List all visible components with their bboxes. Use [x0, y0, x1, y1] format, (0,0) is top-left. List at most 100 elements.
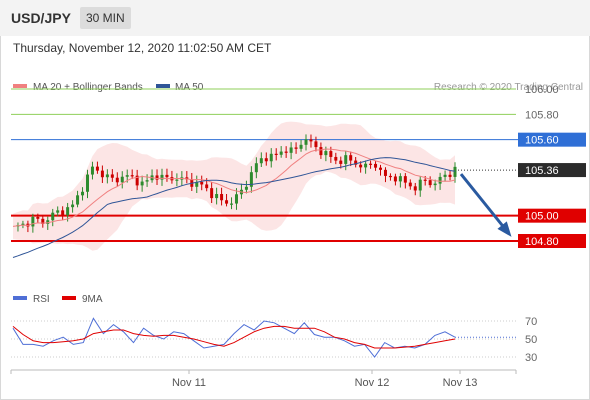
candle-body — [105, 174, 109, 178]
ma20-line — [12, 148, 456, 227]
candle-body — [135, 175, 139, 186]
candle-body — [339, 160, 343, 164]
candle-body — [230, 203, 234, 205]
candle-body — [443, 174, 447, 177]
level-tag-105-36 — [518, 163, 586, 178]
candle-body — [274, 153, 278, 155]
level-label-105-36: 105.36 — [525, 165, 559, 177]
candle-body — [76, 195, 80, 205]
candle-body — [234, 194, 238, 204]
candle-body — [289, 147, 293, 153]
candle-body — [428, 180, 432, 186]
level-label-106-00: 106.00 — [525, 84, 559, 96]
ma9-legend-swatch — [62, 296, 76, 300]
candle-body — [334, 156, 338, 161]
ma9-legend-label: 9MA — [82, 294, 103, 305]
candle-body — [364, 163, 368, 168]
ma50-legend-swatch — [156, 84, 170, 88]
candle-body — [314, 141, 318, 148]
ma20-legend-swatch — [13, 84, 27, 88]
candle-body — [264, 158, 268, 162]
credit-text: Research © 2020 Trading Central — [434, 82, 583, 93]
level-tag-105-00 — [518, 208, 586, 223]
candle-body — [254, 163, 258, 173]
candle-body — [81, 191, 85, 196]
timeframe-button[interactable]: 30 MIN — [80, 7, 131, 29]
candle-body — [175, 179, 179, 181]
rsi-legend-label: RSI — [33, 294, 50, 305]
candle-body — [61, 210, 65, 216]
candle-body — [125, 175, 129, 177]
candle-body — [398, 176, 402, 182]
candle-body — [329, 151, 333, 157]
candle-body — [100, 170, 104, 178]
candle-body — [453, 166, 457, 177]
candle-body — [369, 163, 373, 165]
candle-body — [185, 177, 189, 180]
rsi-tick-label-30: 30 — [525, 352, 537, 364]
bollinger-band-fill — [13, 121, 455, 251]
candle-body — [403, 176, 407, 183]
candle-body — [160, 174, 164, 180]
candle-body — [304, 139, 308, 145]
candle-body — [120, 176, 124, 183]
rsi-legend-swatch — [13, 296, 27, 300]
candle-body — [115, 177, 119, 183]
candle-body — [423, 179, 427, 181]
ma50-legend-label: MA 50 — [175, 82, 204, 93]
candle-body — [145, 180, 149, 182]
candle-body — [130, 175, 134, 177]
candle-body — [319, 147, 323, 156]
candle-body — [448, 174, 452, 177]
candle-body — [269, 153, 273, 162]
candle-body — [354, 160, 358, 165]
candle-body — [408, 182, 412, 187]
ma20-legend-label: MA 20 + Bollinger Bands — [33, 82, 143, 93]
candle-body — [309, 139, 313, 142]
candle-body — [90, 166, 94, 175]
x-tick-label: Nov 12 — [355, 377, 390, 389]
candle-body — [259, 158, 263, 164]
candle-body — [279, 151, 283, 155]
candle-body — [433, 183, 437, 186]
candle-body — [388, 175, 392, 178]
candle-body — [210, 188, 214, 199]
candle-body — [374, 163, 378, 168]
candle-body — [220, 194, 224, 201]
candle-body — [56, 210, 60, 213]
candle-body — [215, 194, 219, 199]
candle-body — [393, 176, 397, 182]
candle-body — [284, 151, 288, 153]
candle-body — [195, 181, 199, 187]
header-bar: USD/JPY 30 MIN — [0, 0, 590, 36]
candle-body — [200, 181, 204, 185]
candle-body — [205, 184, 209, 189]
candle-body — [244, 186, 248, 190]
candle-body — [359, 164, 363, 168]
candle-body — [418, 179, 422, 191]
candle-body — [155, 175, 159, 180]
level-tag-104-80 — [518, 234, 586, 248]
candle-body — [249, 172, 253, 187]
candle-body — [383, 169, 387, 176]
rsi-tick-label-70: 70 — [525, 316, 537, 328]
candle-body — [165, 174, 169, 178]
candle-body — [51, 212, 55, 221]
candle-body — [140, 181, 144, 186]
rsi-9ma-line — [12, 325, 456, 349]
candle-body — [110, 174, 114, 178]
x-tick-label: Nov 13 — [443, 377, 478, 389]
candle-body — [31, 216, 35, 227]
candle-body — [438, 176, 442, 184]
level-label-104-80: 104.80 — [525, 236, 559, 248]
candle-body — [46, 220, 50, 224]
timestamp: Thursday, November 12, 2020 11:02:50 AM … — [13, 41, 272, 55]
candle-body — [95, 166, 99, 171]
level-label-105-60: 105.60 — [525, 135, 559, 147]
candle-body — [21, 223, 25, 226]
x-tick-label: Nov 11 — [172, 377, 206, 389]
rsi-tick-label-50: 50 — [525, 334, 537, 346]
candle-body — [71, 204, 75, 208]
projection-arrowhead — [497, 221, 512, 237]
